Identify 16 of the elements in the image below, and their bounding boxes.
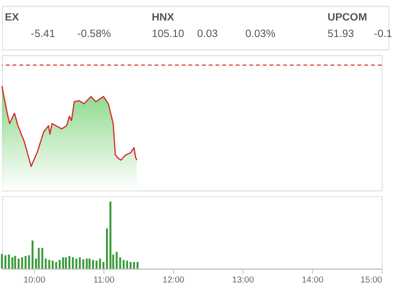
text: -0.58% (77, 28, 112, 40)
text: 0.03% (245, 28, 276, 40)
x-tick-label: 13:00 (232, 274, 254, 285)
x-tick-label: 15:00 (360, 274, 382, 285)
x-tick-label: 11:00 (93, 274, 115, 285)
x-tick-label: 14:00 (302, 274, 324, 285)
x-tick-label: 10:00 (24, 274, 46, 285)
text: -0.1 (374, 28, 392, 40)
text: HNX (152, 11, 174, 24)
text: 0.03 (197, 28, 218, 40)
text: 105.10 (152, 28, 184, 40)
text: 51.93 (328, 28, 354, 40)
x-tick-label: 12:00 (162, 274, 185, 285)
text: -5.41 (30, 28, 56, 40)
text: UPCOM (328, 11, 368, 24)
text: EX (4, 11, 19, 24)
